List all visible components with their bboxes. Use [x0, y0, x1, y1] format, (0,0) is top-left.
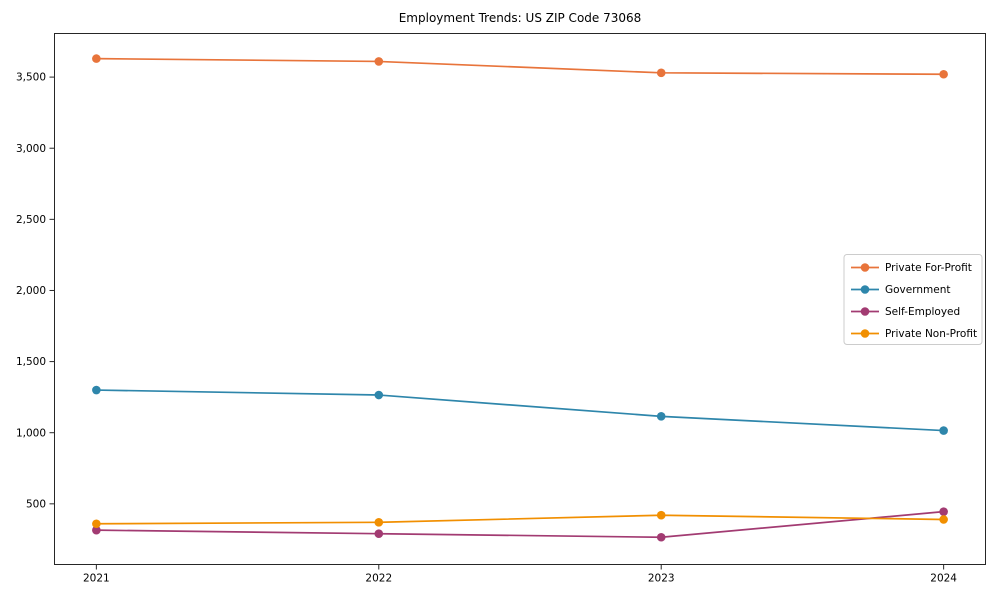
y-axis: 500 1,000 1,500 2,000 2,500 3,000 3,500 [16, 72, 54, 510]
data-point-self-employed-2023 [656, 532, 666, 542]
data-point-private-non-profit-2022 [374, 518, 384, 527]
legend-label: Private Non-Profit [885, 328, 977, 340]
x-tick-label: 2021 [83, 573, 110, 585]
legend-marker-dot [860, 307, 870, 316]
legend-label: Government [885, 284, 950, 296]
legend-item-private-non-profit: Private Non-Profit [851, 328, 977, 340]
data-point-private-for-profit-2022 [374, 57, 384, 66]
legend-item-private-for-profit: Private For-Profit [851, 262, 972, 274]
y-tick-label: 3,500 [16, 72, 46, 84]
series-line [96, 389, 944, 432]
data-point-self-employed-2024 [939, 507, 948, 516]
series-private-non-profit [92, 510, 948, 529]
chart-title: Employment Trends: US ZIP Code 73068 [398, 11, 642, 25]
legend-marker-dot [860, 263, 870, 272]
series-line [96, 514, 944, 525]
legend-marker-dot [860, 285, 870, 294]
series-line [96, 510, 944, 539]
series-government [92, 385, 948, 435]
data-point-government-2021 [92, 385, 101, 395]
legend: Private For-Profit Government Self-Employe… [843, 254, 983, 345]
data-point-self-employed-2022 [374, 529, 384, 539]
data-point-government-2022 [374, 390, 384, 400]
legend-label: Self-Employed [885, 306, 960, 318]
data-point-private-for-profit-2021 [92, 54, 101, 63]
y-tick-label: 2,500 [16, 214, 46, 226]
legend-box [843, 254, 983, 345]
legend-item-self-employed: Self-Employed [851, 306, 960, 318]
y-tick-label: 1,000 [16, 427, 46, 439]
data-point-private-non-profit-2021 [92, 519, 101, 529]
y-tick-label: 500 [26, 498, 46, 510]
legend-label: Private For-Profit [885, 262, 972, 274]
x-tick-label: 2023 [648, 573, 675, 585]
legend-item-government: Government [851, 284, 950, 296]
y-tick-label: 2,000 [16, 285, 46, 297]
y-tick-label: 1,500 [16, 356, 46, 368]
series-self-employed [92, 507, 948, 542]
data-point-government-2023 [656, 412, 666, 421]
x-tick-label: 2022 [365, 573, 392, 585]
series-private-for-profit [92, 54, 948, 79]
axes-frame [54, 33, 986, 565]
data-point-private-for-profit-2023 [656, 68, 666, 78]
data-point-private-non-profit-2023 [656, 510, 666, 520]
data-point-government-2024 [939, 426, 948, 435]
legend-marker-dot [860, 329, 870, 338]
data-point-self-employed-2021 [92, 525, 101, 535]
series-line [96, 57, 944, 76]
x-axis: 2021 2022 2023 2024 [83, 565, 957, 585]
y-tick-label: 3,000 [16, 143, 46, 155]
x-tick-label: 2024 [930, 573, 957, 585]
data-point-private-non-profit-2024 [939, 515, 948, 524]
data-point-private-for-profit-2024 [939, 69, 948, 79]
